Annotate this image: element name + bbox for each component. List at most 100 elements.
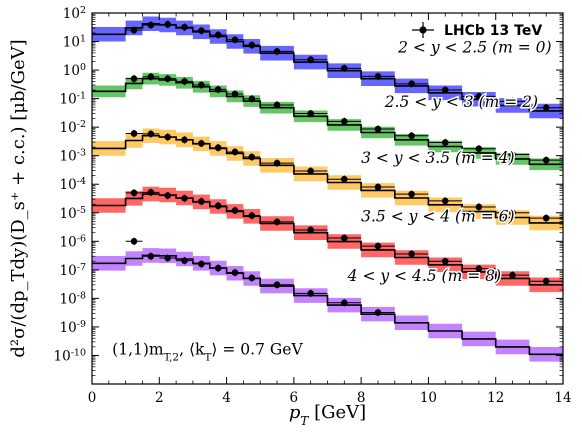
data-point bbox=[214, 86, 222, 93]
data-point bbox=[408, 132, 415, 140]
data-point bbox=[231, 207, 239, 214]
y-tick-label: 10-4 bbox=[60, 176, 86, 194]
data-point bbox=[164, 21, 171, 28]
x-tick-label: 10 bbox=[420, 390, 437, 406]
data-point bbox=[198, 27, 205, 34]
legend-label: LHCb 13 TeV bbox=[444, 23, 542, 39]
y-tick-label: 101 bbox=[63, 33, 86, 51]
data-point bbox=[273, 159, 281, 167]
data-point bbox=[214, 202, 222, 210]
data-point bbox=[231, 36, 239, 44]
data-point bbox=[198, 81, 205, 89]
data-point bbox=[130, 75, 138, 82]
data-point bbox=[341, 299, 348, 307]
data-point bbox=[164, 75, 171, 82]
data-point bbox=[441, 197, 449, 205]
y-tick-label: 100 bbox=[63, 62, 86, 80]
data-point bbox=[248, 153, 256, 161]
data-point bbox=[181, 23, 188, 31]
data-point bbox=[441, 139, 449, 146]
theory-line-3 bbox=[92, 193, 563, 286]
theory-line-4 bbox=[92, 254, 563, 356]
data-point bbox=[231, 148, 239, 156]
data-point bbox=[408, 80, 415, 88]
y-tick-label: 102 bbox=[63, 5, 86, 23]
y-tick-label: 10-2 bbox=[60, 119, 86, 137]
model-annotation: (1,1)mT,2, ⟨kT⟩ = 0.7 GeV bbox=[112, 340, 303, 363]
data-layer bbox=[125, 20, 563, 317]
data-point bbox=[130, 189, 138, 197]
series-label-1: 2.5 < y < 3 (m = 2) bbox=[384, 93, 538, 111]
data-point bbox=[198, 260, 205, 268]
data-point bbox=[542, 277, 550, 285]
y-axis-title: d²σ/(dp_Tdy)(D_s⁺ + c.c.) [μb/GeV] bbox=[8, 39, 29, 357]
y-tick-label: 10-5 bbox=[60, 204, 86, 222]
data-point bbox=[147, 252, 155, 260]
y-tick-label: 10-10 bbox=[54, 347, 87, 365]
data-point bbox=[130, 238, 138, 245]
data-point bbox=[341, 65, 348, 72]
data-point bbox=[248, 212, 256, 219]
y-tick-label: 10-6 bbox=[60, 233, 86, 251]
y-tick-label: 10-9 bbox=[60, 318, 86, 336]
data-point bbox=[248, 41, 256, 49]
data-point bbox=[441, 86, 449, 94]
data-point bbox=[341, 175, 348, 183]
data-point bbox=[475, 93, 483, 100]
data-point bbox=[214, 264, 222, 272]
data-point bbox=[147, 130, 155, 138]
data-point bbox=[214, 31, 222, 39]
y-tick-label: 10-7 bbox=[60, 261, 86, 279]
data-point bbox=[509, 151, 516, 158]
data-point bbox=[164, 254, 171, 262]
data-point bbox=[509, 98, 516, 105]
data-point bbox=[542, 214, 550, 222]
axes-layer: 0 2 4 6 8 10 12 14 102 101 100 10-1 10-2 10-3 10-4 10-5… bbox=[54, 5, 572, 407]
data-point bbox=[181, 257, 188, 264]
data-point bbox=[273, 281, 281, 289]
data-point bbox=[307, 226, 314, 234]
labels-layer: pT [GeV] d²σ/(dp_Tdy)(D_s⁺ + c.c.) [μb/Ge… bbox=[8, 22, 553, 428]
x-tick-label: 12 bbox=[487, 390, 504, 406]
data-point bbox=[307, 167, 314, 175]
data-point bbox=[181, 78, 188, 85]
x-tick-label: 0 bbox=[88, 390, 97, 406]
data-point bbox=[374, 73, 382, 80]
data-point bbox=[130, 26, 138, 34]
data-point bbox=[542, 156, 550, 164]
data-point bbox=[408, 250, 415, 258]
data-point bbox=[181, 136, 188, 144]
data-point bbox=[408, 190, 415, 198]
data-point bbox=[475, 145, 483, 153]
data-point bbox=[231, 269, 239, 276]
data-point bbox=[273, 101, 281, 109]
data-point bbox=[341, 118, 348, 125]
data-point bbox=[509, 209, 516, 217]
x-tick-label: 2 bbox=[155, 390, 164, 406]
data-point bbox=[198, 198, 205, 205]
series-label-3: 3.5 < y < 4 (m = 6) bbox=[361, 207, 514, 225]
data-point bbox=[374, 183, 382, 191]
y-tick-label: 10-3 bbox=[60, 147, 86, 165]
data-point bbox=[341, 234, 348, 242]
data-point bbox=[130, 130, 138, 137]
data-point bbox=[441, 257, 449, 265]
theory-line-1 bbox=[92, 77, 563, 166]
data-point bbox=[147, 73, 155, 81]
data-point bbox=[307, 110, 314, 117]
x-tick-label: 14 bbox=[554, 390, 571, 406]
data-point bbox=[374, 242, 382, 250]
legend-marker-dot bbox=[419, 26, 427, 34]
data-point bbox=[147, 21, 155, 29]
series-label-0: 2 < y < 2.5 (m = 0) bbox=[397, 38, 551, 56]
data-point bbox=[248, 274, 256, 282]
data-point bbox=[307, 56, 314, 64]
data-point bbox=[273, 218, 281, 226]
data-point bbox=[475, 203, 483, 211]
data-point bbox=[248, 95, 256, 103]
data-point bbox=[307, 290, 314, 297]
data-point bbox=[147, 189, 155, 196]
data-point bbox=[214, 144, 222, 152]
